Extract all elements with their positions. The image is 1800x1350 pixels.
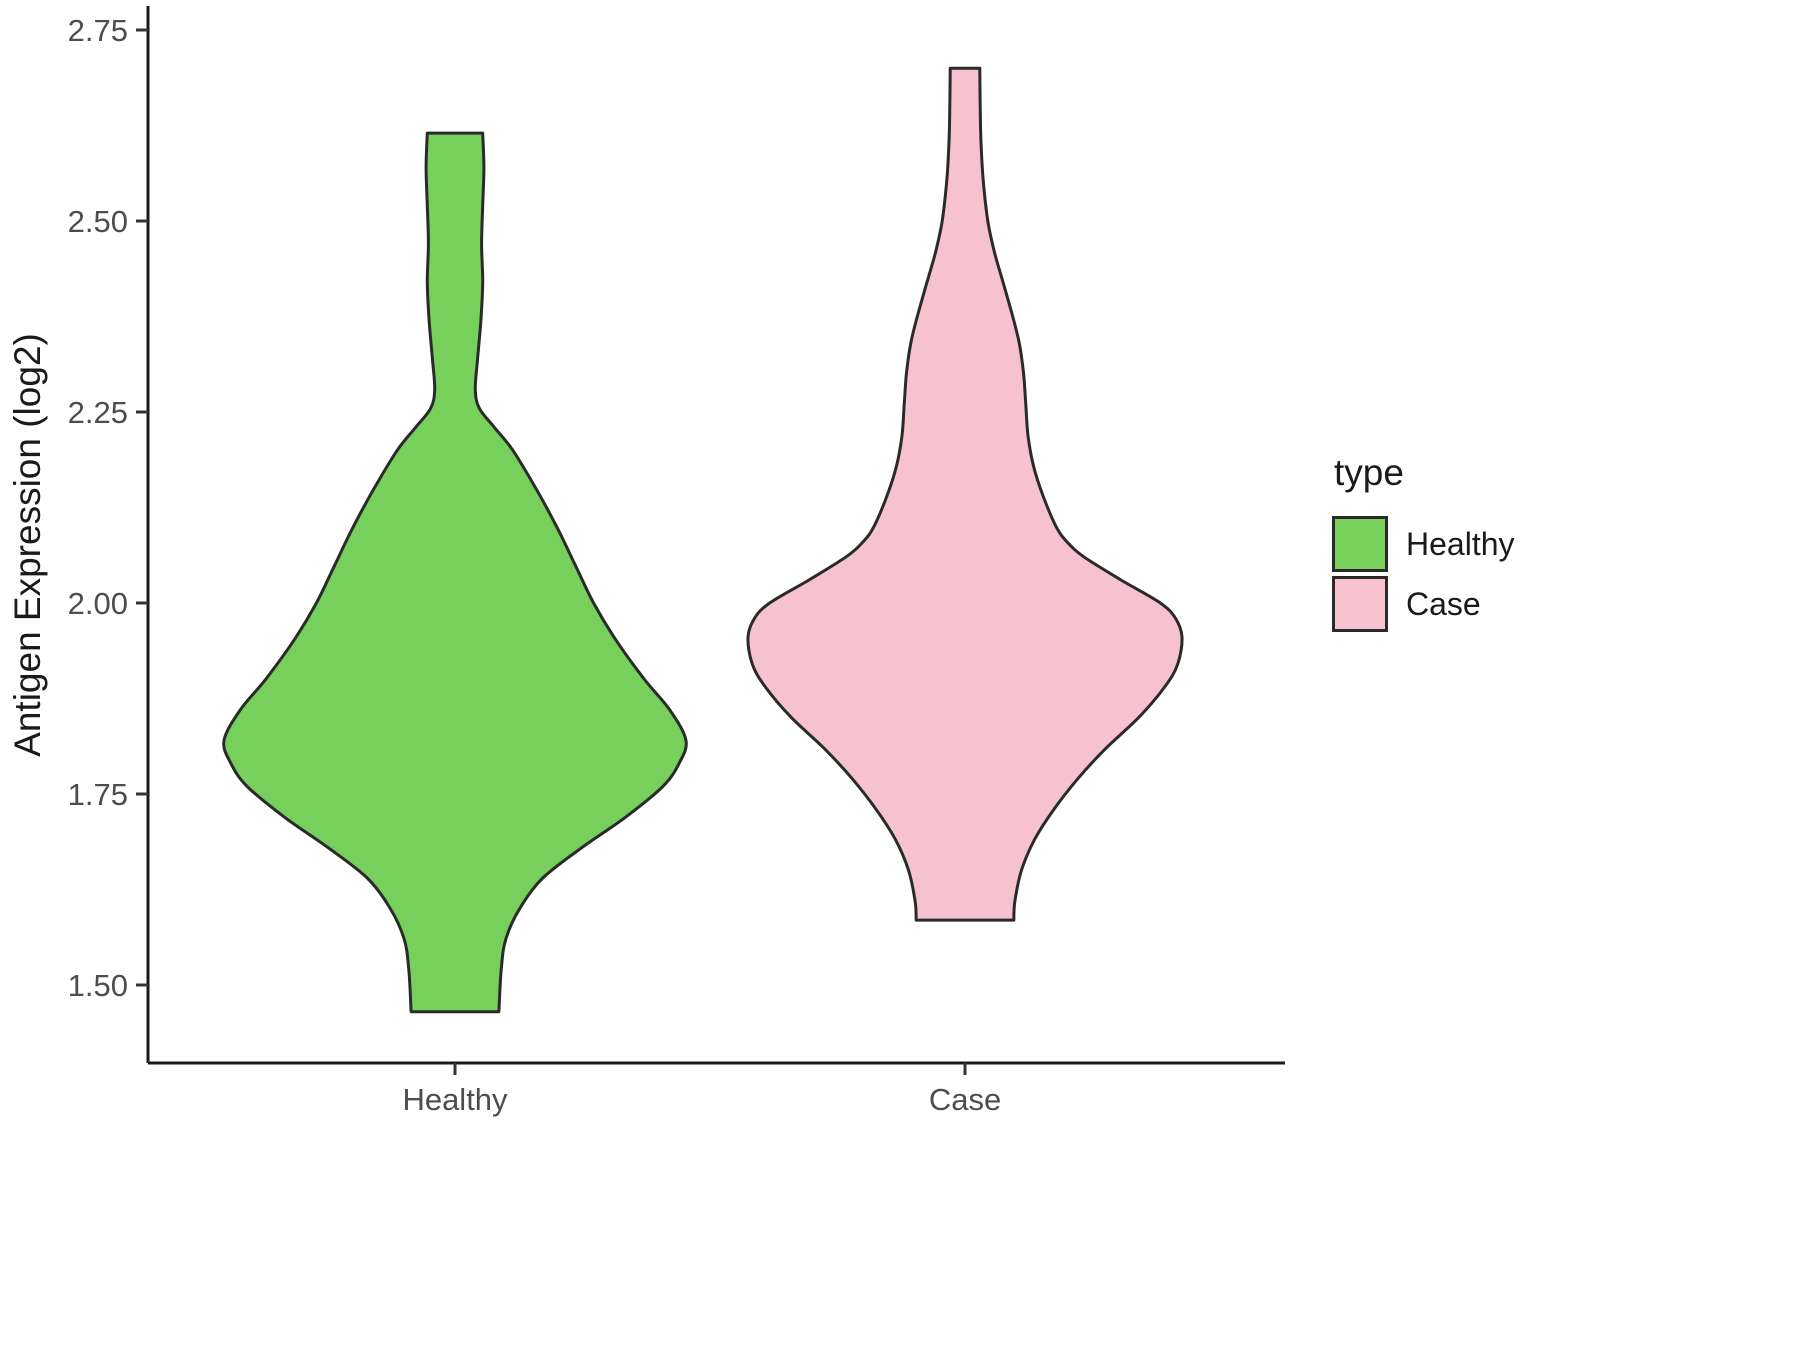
violin-case xyxy=(746,66,1184,922)
legend-item-case: Case xyxy=(1332,576,1515,632)
y-tick-label-2.75: 2.75 xyxy=(68,13,128,48)
legend-label-healthy: Healthy xyxy=(1406,525,1515,562)
y-tick-label-1.75: 1.75 xyxy=(68,777,128,812)
x-axis-label-healthy: Healthy xyxy=(402,1082,508,1117)
legend-swatch-case xyxy=(1332,576,1388,632)
legend: type Healthy Case xyxy=(1332,452,1515,636)
legend-item-healthy: Healthy xyxy=(1332,516,1515,572)
y-tick-label-2.00: 2.00 xyxy=(68,586,128,621)
y-tick-label-2.50: 2.50 xyxy=(68,204,128,239)
legend-title: type xyxy=(1334,452,1404,493)
x-axis-label-case: Case xyxy=(929,1082,1001,1117)
y-axis-title: Antigen Expression (log2) xyxy=(7,333,48,757)
legend-label-case: Case xyxy=(1406,585,1481,622)
legend-swatch-healthy xyxy=(1332,516,1388,572)
y-tick-label-2.25: 2.25 xyxy=(68,395,128,430)
violin-healthy xyxy=(222,131,688,1014)
y-tick-label-1.50: 1.50 xyxy=(68,968,128,1003)
